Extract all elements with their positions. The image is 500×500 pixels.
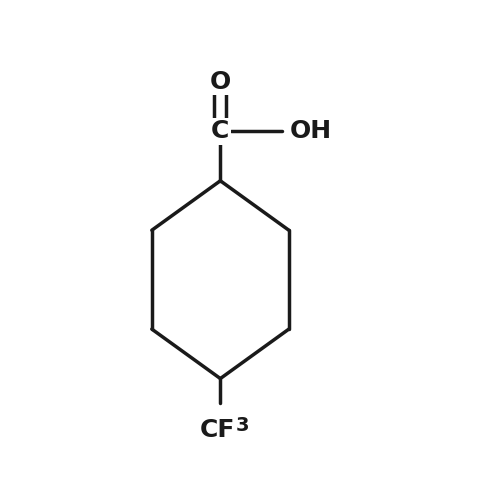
Text: O: O — [210, 70, 231, 94]
Text: C: C — [211, 120, 230, 144]
Text: 3: 3 — [236, 416, 250, 434]
Text: CF: CF — [200, 418, 235, 442]
Text: OH: OH — [290, 120, 332, 144]
